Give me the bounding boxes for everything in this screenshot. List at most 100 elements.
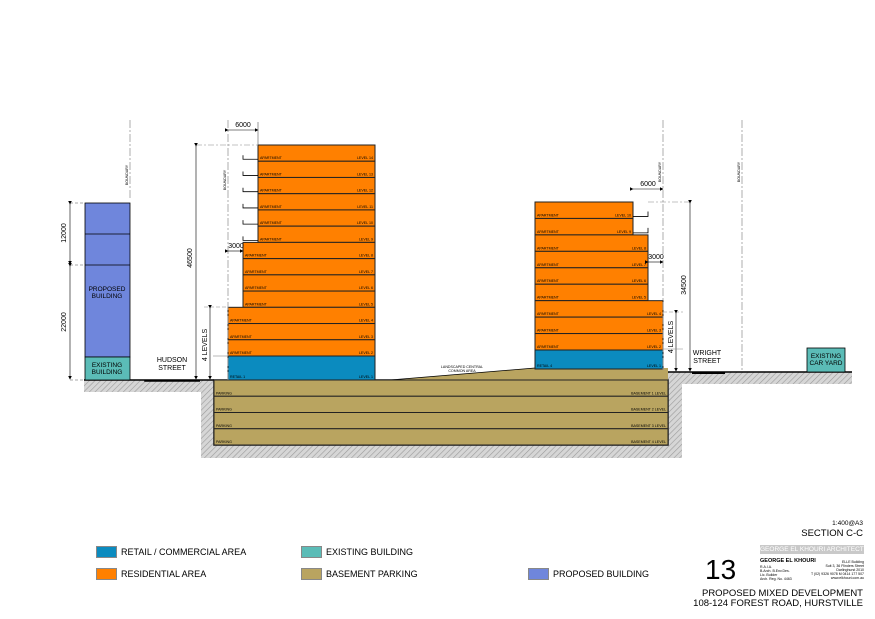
project-line-1: PROPOSED MIXED DEVELOPMENT xyxy=(701,588,863,599)
basement-level-row-use: PARKING xyxy=(216,440,232,444)
left-level-row: APARTMENT LEVEL 10 xyxy=(257,209,376,227)
left-retail-row-fill xyxy=(227,355,376,381)
existing-label-2: BUILDING xyxy=(92,369,123,376)
legend-swatch-proposed xyxy=(528,568,549,580)
right-level-row: APARTMENT LEVEL 4 xyxy=(534,300,664,318)
left-level-row-level: LEVEL 12 xyxy=(357,189,373,193)
balcony-outline xyxy=(633,227,649,234)
right-level-row: APARTMENT LEVEL 6 xyxy=(534,267,649,285)
balcony-outline xyxy=(633,211,649,217)
basement-level-row: PARKING BASEMENT 4 LEVEL xyxy=(213,428,669,446)
right-level-row-use: APARTMENT xyxy=(537,246,560,250)
left-level-row-level: LEVEL 14 xyxy=(357,156,373,160)
dim-12000: 12000 xyxy=(61,223,68,243)
left-level-row-use: APARTMENT xyxy=(230,319,253,323)
balcony-outline xyxy=(242,155,258,160)
dim-6000-left: 6000 xyxy=(235,122,251,129)
basement-level-row-level: BASEMENT 2 LEVEL xyxy=(631,408,666,412)
right-level-row-level: LEVEL 6 xyxy=(632,279,646,283)
right-level-row-level: LEVEL 5 xyxy=(632,296,646,300)
left-level-row: APARTMENT LEVEL 11 xyxy=(257,193,376,211)
left-level-row: APARTMENT LEVEL 7 xyxy=(242,258,376,276)
right-retail-row: RETAIL 4 LEVEL 1 xyxy=(534,349,664,370)
left-retail-row: RETAIL 1 LEVEL 1 xyxy=(227,355,376,381)
left-level-row: APARTMENT LEVEL 6 xyxy=(242,274,376,292)
right-level-row-use: APARTMENT xyxy=(537,296,560,300)
right-level-row-use: APARTMENT xyxy=(537,329,560,333)
right-level-row: APARTMENT LEVEL 8 xyxy=(534,234,649,252)
balcony-outline xyxy=(242,236,258,241)
architect-name: GEORGE EL KHOURI xyxy=(760,558,816,564)
right-level-row-level: LEVEL 9 xyxy=(617,230,631,234)
right-level-row-level: LEVEL 7 xyxy=(632,263,646,267)
legend-swatch-residential xyxy=(96,568,117,580)
left-level-row-use: APARTMENT xyxy=(260,205,283,209)
car-yard-2: CAR YARD xyxy=(810,360,843,367)
legend-swatch-existing xyxy=(301,546,322,558)
right-level-row: APARTMENT LEVEL 9 xyxy=(534,217,634,236)
left-retail-row-use: RETAIL 1 xyxy=(230,375,245,379)
left-level-row-level: LEVEL 5 xyxy=(359,302,373,306)
left-level-row-use: APARTMENT xyxy=(245,302,268,306)
car-yard-1: EXISTING xyxy=(811,353,841,360)
left-level-row-use: APARTMENT xyxy=(260,189,283,193)
hudson-street-2: STREET xyxy=(158,365,186,372)
left-level-row-level: LEVEL 9 xyxy=(359,237,373,241)
right-level-row: APARTMENT LEVEL 10 xyxy=(534,201,634,219)
section-title: SECTION C-C xyxy=(801,528,863,539)
legend-swatch-retail xyxy=(96,546,117,558)
ground-section xyxy=(84,372,852,458)
basement-level-row-use: PARKING xyxy=(216,391,232,395)
left-level-row-level: LEVEL 11 xyxy=(357,205,373,209)
boundary-label-far-right: BOUNDARY xyxy=(737,161,741,182)
dim-34500: 34500 xyxy=(681,275,688,295)
basement-level-row: PARKING BASEMENT 3 LEVEL xyxy=(213,412,669,430)
left-level-row-level: LEVEL 4 xyxy=(359,319,373,323)
dim-46500: 46500 xyxy=(187,248,194,268)
basement-level-row: PARKING BASEMENT 1 LEVEL xyxy=(213,379,669,397)
scale-label: 1:400@A3 xyxy=(832,520,863,527)
left-level-row-level: LEVEL 10 xyxy=(357,221,373,225)
left-level-row-use: APARTMENT xyxy=(260,172,283,176)
existing-car-yard: EXISTING CAR YARD xyxy=(806,347,846,373)
balcony-outline xyxy=(242,187,258,193)
legend-swatch-basement xyxy=(301,568,322,580)
address-1: ELLE Building xyxy=(842,560,864,564)
dim-3000-right: 3000 xyxy=(648,254,664,261)
right-level-row-use: APARTMENT xyxy=(537,279,560,283)
right-level-row-use: APARTMENT xyxy=(537,213,560,217)
left-level-row-use: APARTMENT xyxy=(260,156,283,160)
dim-4-levels-left: 4 LEVELS xyxy=(202,329,209,362)
legend-label-proposed: PROPOSED BUILDING xyxy=(553,569,650,579)
basement-level-row-level: BASEMENT 4 LEVEL xyxy=(631,440,666,444)
left-level-row-use: APARTMENT xyxy=(230,351,253,355)
right-level-row-level: LEVEL 8 xyxy=(632,246,646,250)
basement-level-row-fill xyxy=(213,379,669,397)
dim-4-levels-right: 4 LEVELS xyxy=(668,321,675,354)
right-level-row: APARTMENT LEVEL 7 xyxy=(534,250,649,269)
basement-level-row-level: BASEMENT 1 LEVEL xyxy=(631,391,666,395)
wright-street-2: STREET xyxy=(693,358,721,365)
dim-6000-right: 6000 xyxy=(640,181,656,188)
basement-level-row-fill xyxy=(213,428,669,446)
left-level-row-use: APARTMENT xyxy=(230,335,253,339)
left-level-row-use: APARTMENT xyxy=(245,286,268,290)
basement-level-row-fill xyxy=(213,395,669,413)
proposed-label-1: PROPOSED xyxy=(89,286,126,293)
right-retail-row-fill xyxy=(534,349,664,370)
left-level-row-use: APARTMENT xyxy=(260,221,283,225)
dim-22000: 22000 xyxy=(61,312,68,332)
balcony-outline xyxy=(242,171,258,176)
boundary-label-neighbour: BOUNDARY xyxy=(125,164,129,185)
basement-level-row-use: PARKING xyxy=(216,424,232,428)
firm-banner: GEORGE EL KHOURI ARCHITECTS xyxy=(760,545,869,554)
left-retail-row-level: LEVEL 1 xyxy=(359,375,373,379)
right-level-row-level: LEVEL 2 xyxy=(647,345,661,349)
legend-label-existing: EXISTING BUILDING xyxy=(326,547,414,557)
left-level-row: APARTMENT LEVEL 4 xyxy=(227,306,376,325)
left-level-row: APARTMENT LEVEL 3 xyxy=(227,323,376,341)
left-level-row: APARTMENT LEVEL 13 xyxy=(257,160,376,178)
